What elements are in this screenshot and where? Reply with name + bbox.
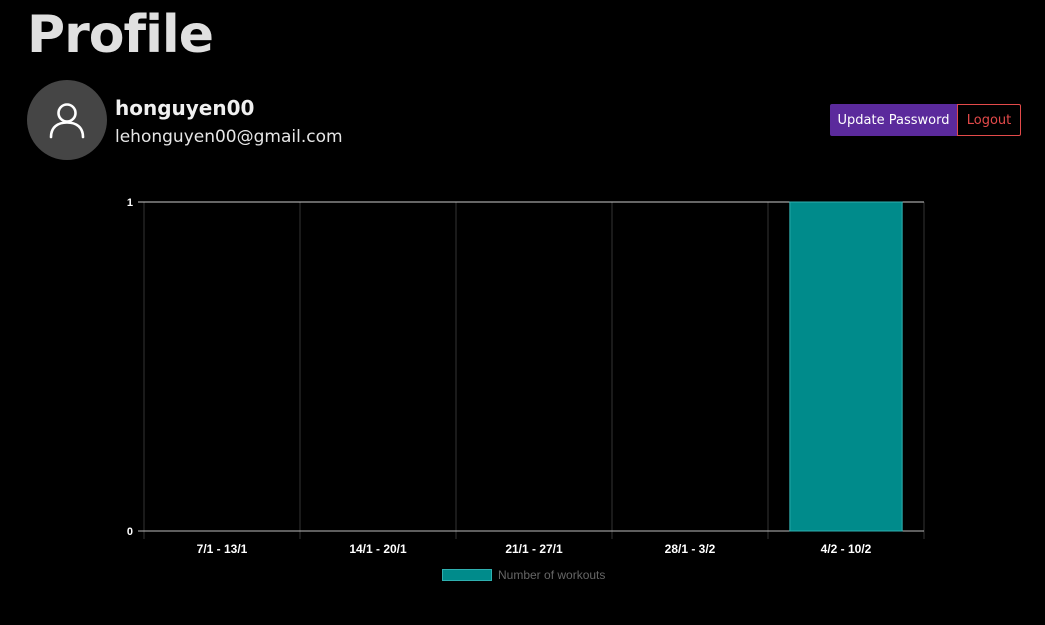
workouts-bar-chart: 0 1 7/1 - 13/1 14/1 - 20/1 21/1 - 27/1 28/1 -… [127,197,925,556]
x-tick-label: 7/1 - 13/1 [197,542,248,556]
user-icon [49,103,85,139]
bar[interactable] [789,201,903,532]
y-tick-label: 1 [127,197,133,209]
username: honguyen00 [115,96,255,120]
legend-swatch[interactable] [442,569,492,581]
avatar [27,80,107,160]
x-tick-label: 21/1 - 27/1 [505,542,563,556]
update-password-button[interactable]: Update Password [830,104,957,136]
logout-button[interactable]: Logout [957,104,1021,136]
page-title: Profile [27,5,214,65]
x-tick-label: 28/1 - 3/2 [665,542,716,556]
user-email: lehonguyen00@gmail.com [115,127,343,147]
x-tick-label: 14/1 - 20/1 [349,542,407,556]
legend-label[interactable]: Number of workouts [498,568,606,582]
x-tick-label: 4/2 - 10/2 [821,542,872,556]
y-tick-label: 0 [127,526,133,538]
